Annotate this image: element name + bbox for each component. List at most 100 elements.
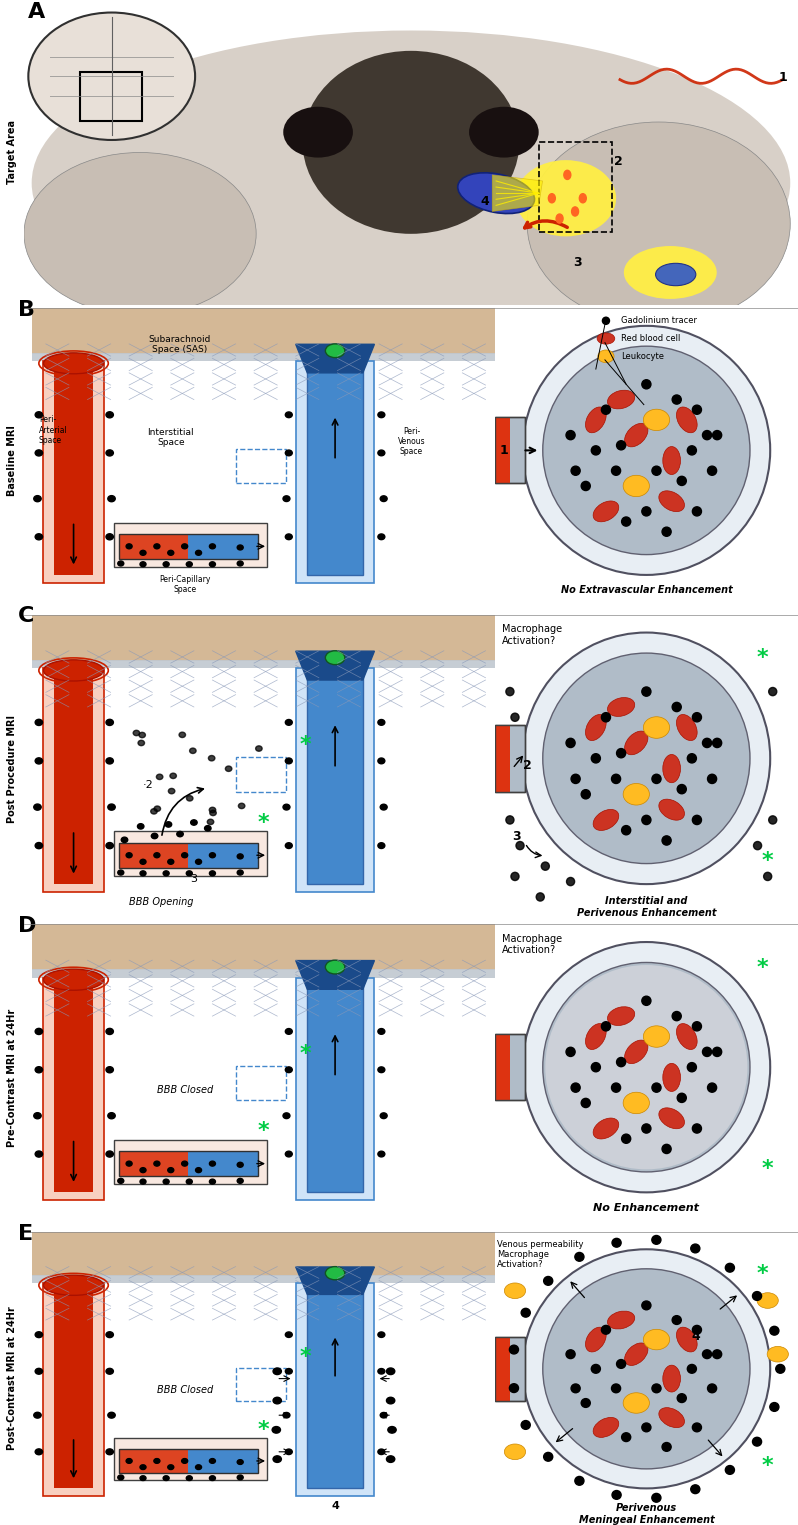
Text: 2: 2 (614, 154, 622, 168)
Circle shape (571, 775, 580, 784)
Circle shape (237, 1162, 243, 1167)
Circle shape (566, 1048, 575, 1057)
Text: 1: 1 (500, 444, 508, 458)
Circle shape (571, 467, 580, 476)
Circle shape (140, 561, 146, 567)
Text: Perivenous
Meningeal Enhancement: Perivenous Meningeal Enhancement (579, 1504, 714, 1525)
Circle shape (612, 1238, 621, 1247)
Bar (188, 534, 258, 560)
Circle shape (154, 544, 160, 549)
Circle shape (34, 1113, 41, 1119)
Bar (235, 756, 286, 791)
Circle shape (378, 450, 385, 456)
Text: 4: 4 (331, 1501, 339, 1511)
Text: 1: 1 (779, 72, 788, 84)
Circle shape (687, 1063, 697, 1072)
Bar (119, 843, 188, 868)
Circle shape (523, 1249, 770, 1488)
Circle shape (566, 738, 575, 747)
Bar (495, 724, 510, 791)
Circle shape (35, 1028, 42, 1034)
Ellipse shape (24, 152, 256, 316)
Circle shape (286, 1151, 292, 1157)
Bar (495, 1034, 525, 1101)
Circle shape (687, 753, 697, 762)
Bar (307, 982, 363, 1193)
Text: BBB Closed: BBB Closed (156, 1385, 213, 1395)
Bar (54, 673, 93, 884)
Circle shape (770, 1327, 779, 1334)
Bar (307, 673, 363, 884)
Circle shape (108, 496, 115, 502)
Ellipse shape (598, 349, 614, 363)
Circle shape (523, 633, 770, 884)
Text: 4: 4 (480, 195, 489, 209)
Circle shape (622, 1135, 630, 1144)
Circle shape (186, 871, 192, 875)
Circle shape (168, 1466, 174, 1470)
Circle shape (708, 467, 717, 476)
Bar (495, 1034, 510, 1101)
Circle shape (190, 749, 196, 753)
Circle shape (776, 1365, 785, 1372)
Circle shape (140, 1168, 146, 1173)
Bar (188, 1151, 258, 1176)
Ellipse shape (767, 1347, 788, 1362)
Circle shape (186, 561, 192, 567)
Ellipse shape (28, 12, 195, 140)
Circle shape (286, 758, 292, 764)
Circle shape (151, 808, 157, 814)
Ellipse shape (677, 1023, 697, 1049)
Circle shape (126, 1161, 132, 1167)
Circle shape (118, 561, 124, 566)
Ellipse shape (643, 409, 670, 430)
Circle shape (652, 1493, 661, 1502)
Circle shape (126, 544, 132, 549)
Circle shape (693, 712, 701, 721)
Circle shape (642, 506, 651, 515)
Ellipse shape (586, 1023, 606, 1049)
Circle shape (34, 496, 41, 502)
Circle shape (509, 1345, 519, 1354)
Bar (80, 72, 141, 122)
Bar (54, 364, 93, 575)
Circle shape (209, 1179, 215, 1183)
Bar (495, 1034, 525, 1101)
Bar (43, 1284, 104, 1496)
Circle shape (106, 1028, 113, 1034)
Bar (307, 1287, 363, 1488)
Circle shape (652, 1385, 661, 1392)
Ellipse shape (527, 122, 790, 325)
Text: *: * (762, 1159, 773, 1179)
Circle shape (571, 1385, 580, 1392)
Ellipse shape (607, 1006, 634, 1025)
Ellipse shape (607, 390, 634, 409)
Circle shape (237, 1459, 243, 1464)
Circle shape (693, 816, 701, 825)
Text: 3: 3 (574, 256, 583, 270)
Circle shape (156, 775, 163, 779)
Circle shape (273, 1456, 282, 1462)
Circle shape (672, 1011, 681, 1020)
Circle shape (106, 1151, 113, 1157)
Ellipse shape (663, 1063, 681, 1092)
Circle shape (602, 1325, 610, 1334)
Bar (119, 1151, 258, 1176)
Polygon shape (296, 1267, 374, 1295)
Circle shape (509, 1383, 519, 1392)
Circle shape (182, 1161, 188, 1167)
Circle shape (140, 859, 146, 865)
Text: Baseline MRI: Baseline MRI (7, 425, 17, 496)
Circle shape (168, 1168, 174, 1173)
Circle shape (602, 712, 610, 721)
Bar (235, 448, 286, 483)
Circle shape (678, 1394, 686, 1403)
Circle shape (121, 837, 128, 842)
Circle shape (521, 1421, 530, 1429)
Circle shape (571, 207, 579, 217)
Circle shape (693, 506, 701, 515)
Circle shape (168, 551, 174, 555)
Circle shape (286, 1331, 292, 1337)
Ellipse shape (656, 264, 696, 285)
Circle shape (106, 534, 113, 540)
